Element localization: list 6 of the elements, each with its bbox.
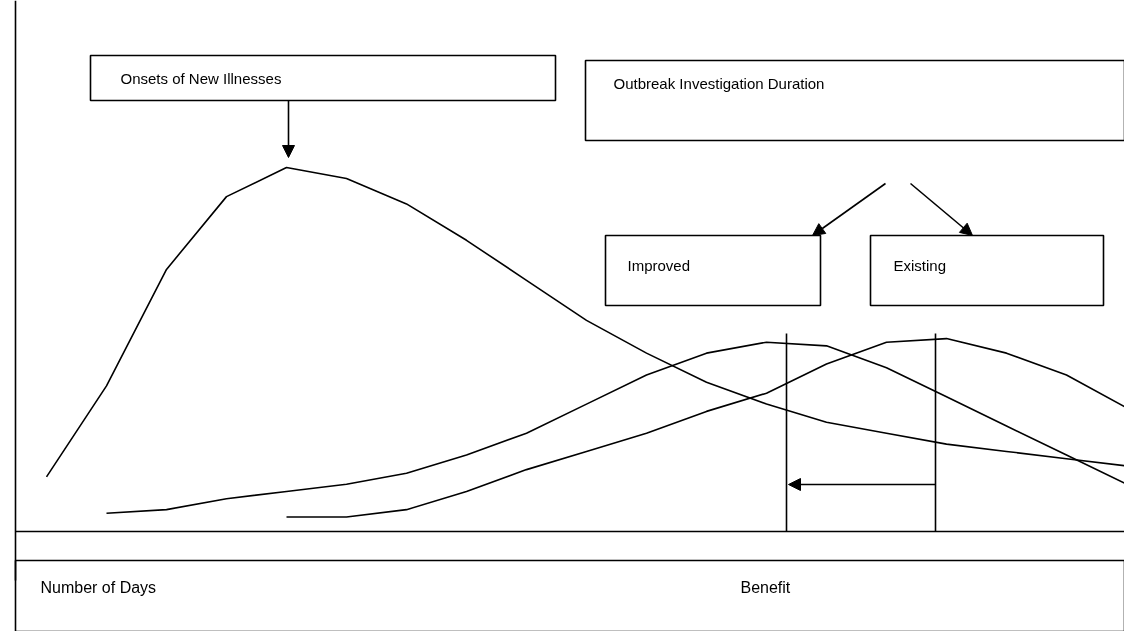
text: Onsets of New Illnesses <box>120 70 282 87</box>
text: Outbreak Investigation Duration <box>613 75 825 92</box>
annotation: Improved <box>627 257 691 274</box>
annotation: Existing <box>893 257 947 274</box>
text: Number of Days <box>40 579 157 596</box>
text: Benefit <box>740 579 791 596</box>
